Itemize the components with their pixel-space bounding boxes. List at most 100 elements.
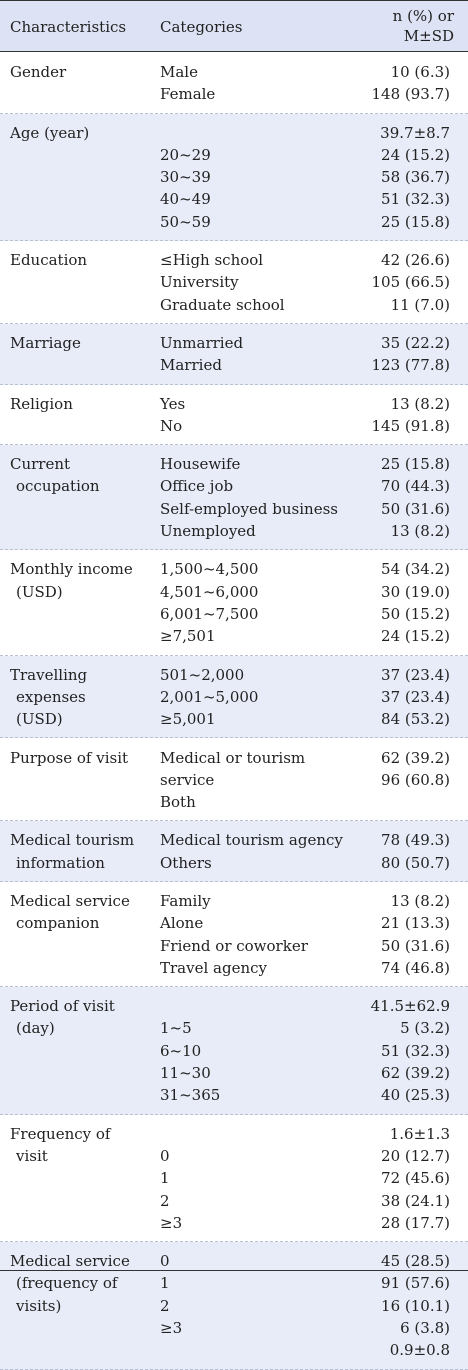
value-cell: 16 (10.1): [381, 1296, 450, 1315]
header-value-line2: M±SD: [403, 27, 454, 45]
table-header: Characteristics Categories n (%) or M±SD: [0, 0, 468, 52]
characteristic-label: information: [16, 853, 105, 872]
characteristic-label: Marriage: [10, 334, 81, 352]
value-cell: 37 (23.4): [381, 665, 450, 684]
value-cell: 62 (39.2): [381, 1064, 450, 1083]
category-cell: 6,001~7,500: [160, 604, 259, 623]
value-cell: 51 (32.3): [381, 1041, 450, 1060]
category-cell: Unemployed: [160, 522, 256, 541]
category-cell: Unmarried: [160, 334, 244, 352]
characteristic-label: Religion: [10, 394, 73, 413]
characteristic-label: companion: [16, 914, 100, 933]
value-cell: 21 (13.3): [381, 914, 450, 933]
value-cell: 91 (57.6): [381, 1274, 450, 1293]
category-cell: Travel agency: [160, 958, 267, 977]
characteristic-label: Gender: [10, 63, 67, 81]
category-cell: Medical tourism agency: [160, 831, 343, 850]
value-cell: 96 (60.8): [381, 770, 450, 789]
value-cell: 30 (19.0): [381, 582, 450, 601]
category-cell: service: [160, 770, 215, 789]
value-cell: 13 (8.2): [390, 892, 450, 910]
value-cell: 54 (34.2): [381, 560, 450, 579]
category-cell: Office job: [160, 477, 234, 496]
value-cell: 50 (31.6): [381, 499, 450, 518]
value-cell: 145 (91.8): [371, 416, 450, 435]
table-group: Religion Yes 13 (8.2) No 145 (91.8): [0, 385, 468, 446]
characteristic-label: occupation: [16, 477, 100, 496]
category-cell: 50~59: [160, 212, 211, 231]
value-cell: 72 (45.6): [381, 1169, 450, 1188]
category-cell: 30~39: [160, 168, 211, 187]
value-cell: 62 (39.2): [381, 748, 450, 767]
value-cell: 37 (23.4): [381, 687, 450, 706]
header-value: n (%) or M±SD: [393, 6, 454, 46]
group-separator: [0, 880, 468, 882]
category-cell: ≥3: [160, 1213, 183, 1232]
category-cell: Male: [160, 63, 198, 81]
table-group: Age (year) 39.7±8.7 20~29 24 (15.2) 30~39 58 …: [0, 113, 468, 242]
characteristic-label: Medical service: [10, 892, 130, 910]
value-cell: 45 (28.5): [381, 1252, 450, 1271]
group-separator: [0, 444, 468, 446]
table-group: Travelling expenses (USD) 501~2,000 37 (23.4…: [0, 655, 468, 739]
category-cell: 2,001~5,000: [160, 687, 259, 706]
table-group: Marriage Unmarried 35 (22.2) Married 123 (77…: [0, 324, 468, 385]
value-cell: 13 (8.2): [390, 394, 450, 413]
value-cell: 6 (3.8): [400, 1319, 450, 1338]
characteristic-label: (frequency of: [16, 1274, 118, 1293]
group-separator: [0, 549, 468, 551]
group-separator: [0, 986, 468, 988]
header-value-line1: n (%) or: [392, 7, 454, 25]
category-cell: Housewife: [160, 455, 241, 474]
value-cell: 123 (77.8): [371, 356, 450, 375]
value-cell: 40 (25.3): [381, 1086, 450, 1105]
category-cell: Self-employed business: [160, 499, 338, 518]
value-cell: 84 (53.2): [381, 710, 450, 729]
value-cell: 24 (15.2): [381, 145, 450, 164]
table-group: Current occupation Housewife 25 (15.8) Offic…: [0, 445, 468, 551]
category-cell: ≥5,001: [160, 710, 216, 729]
category-cell: Graduate school: [160, 295, 285, 314]
category-cell: Yes: [160, 394, 186, 413]
value-cell: 35 (22.2): [381, 334, 450, 352]
category-cell: ≤High school: [160, 251, 264, 270]
value-cell: 78 (49.3): [381, 831, 450, 850]
characteristic-label: Education: [10, 251, 88, 270]
value-cell: 41.5±62.9: [370, 997, 450, 1016]
table-group: Monthly income (USD) 1,500~4,500 54 (34.2) 4…: [0, 550, 468, 656]
table-group: Medical service (frequency of visits) 0 45 (…: [0, 1242, 468, 1370]
table-group: Frequency of visit 1.6±1.3 0 20 (12.7) 1 72 (4…: [0, 1115, 468, 1243]
group-separator: [0, 322, 468, 324]
characteristic-label: Age (year): [10, 123, 90, 142]
category-cell: Married: [160, 356, 222, 375]
characteristic-label: expenses: [16, 687, 86, 706]
value-cell: 38 (24.1): [381, 1191, 450, 1210]
category-cell: 1: [160, 1169, 170, 1188]
category-cell: ≥3: [160, 1319, 183, 1338]
category-cell: Female: [160, 85, 216, 104]
header-categories: Categories: [160, 18, 243, 36]
group-separator: [0, 240, 468, 242]
characteristic-label: visit: [16, 1146, 48, 1165]
table-group: Period of visit (day) 41.5±62.9 1~5 5 (3.2) 6…: [0, 987, 468, 1115]
characteristic-label: Purpose of visit: [10, 748, 129, 767]
category-cell: 40~49: [160, 190, 211, 209]
characteristic-label: Medical service: [10, 1252, 130, 1271]
value-cell: 25 (15.8): [381, 455, 450, 474]
characteristic-label: Travelling: [10, 665, 88, 684]
value-cell: 10 (6.3): [390, 63, 450, 81]
value-cell: 42 (26.6): [381, 251, 450, 270]
category-cell: 20~29: [160, 145, 211, 164]
category-cell: Friend or coworker: [160, 936, 308, 955]
characteristic-label: Current: [10, 455, 71, 474]
value-cell: 50 (31.6): [381, 936, 450, 955]
characteristic-label: (day): [16, 1019, 55, 1038]
value-cell: 1.6±1.3: [389, 1124, 450, 1143]
value-cell: 13 (8.2): [390, 522, 450, 541]
table-group: Purpose of visit Medical or tourism 62 (39…: [0, 739, 468, 822]
characteristic-label: Frequency of: [10, 1124, 111, 1143]
category-cell: 11~30: [160, 1064, 211, 1083]
value-cell: 39.7±8.7: [380, 123, 450, 142]
category-cell: 4,501~6,000: [160, 582, 259, 601]
value-cell: 105 (66.5): [371, 273, 450, 292]
